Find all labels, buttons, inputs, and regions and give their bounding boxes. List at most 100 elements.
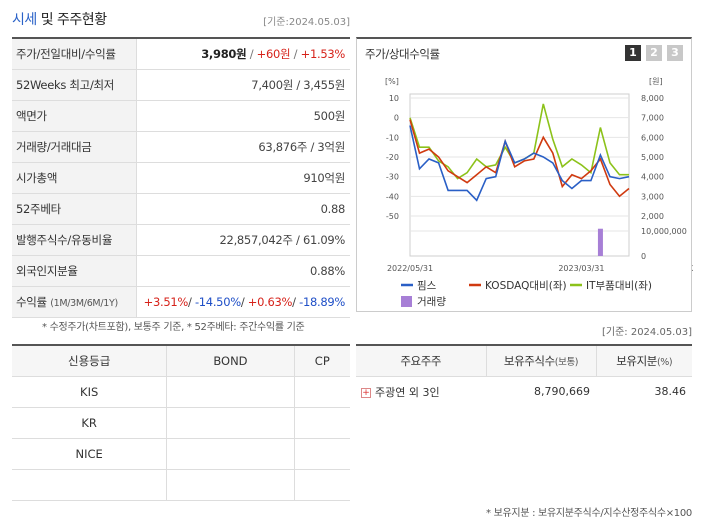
row-value: 0.88%: [136, 255, 350, 287]
major-shareholders-table: 주요주주 보유주식수(보통) 보유지분(%) + 주광연 외 3인 8,790,6…: [356, 344, 692, 525]
credit-rating-table: 신용등급 BOND CP KIS KR NICE: [12, 344, 350, 501]
left-tick-label: -40: [386, 192, 399, 201]
row-value: 7,400원 / 3,455원: [136, 69, 350, 101]
bond-rating: [166, 376, 295, 408]
table-row: 액면가 500원: [12, 100, 350, 132]
cp-rating: [293, 407, 350, 439]
expand-plus-icon[interactable]: +: [361, 387, 371, 398]
returns-value: +3.51%/ -14.50%/ +0.63%/ -18.89%: [136, 286, 350, 318]
table-row: KR: [12, 407, 350, 439]
rating-agency: KIS: [12, 376, 167, 408]
row-label: 외국인지분율: [12, 255, 137, 287]
title-rest: 및 주주현황: [40, 12, 107, 28]
rating-agency: [12, 469, 167, 501]
table-row: 52주베타 0.88: [12, 193, 350, 225]
table-row: 주가/전일대비/수익률 3,980원 / +60원 / +1.53%: [12, 38, 350, 70]
right-tick-label: 8,000: [641, 94, 664, 103]
section-title: 시세 및 주주현황: [12, 9, 107, 29]
left-tick-label: -20: [386, 153, 399, 162]
price-rate: +1.53%: [300, 46, 346, 61]
left-tick-label: -30: [386, 173, 399, 182]
series-line: [409, 125, 630, 202]
row-label: 52주베타: [12, 193, 137, 225]
current-price: 3,980원: [201, 46, 247, 61]
right-tick-label: 4,000: [641, 173, 664, 182]
right-tick-label: 2,000: [641, 212, 664, 221]
column-header: 주요주주: [356, 345, 486, 377]
row-label: 52Weeks 최고/최저: [12, 69, 137, 101]
row-value: 0.88: [136, 193, 350, 225]
table-header-row: 신용등급 BOND CP: [12, 345, 350, 377]
table-row: 수익률 (1M/3M/6M/1Y) +3.51%/ -14.50%/ +0.63…: [12, 286, 350, 318]
row-label: 거래량/거래대금: [12, 131, 137, 163]
holder-pct: 38.46: [654, 385, 687, 399]
right-axis-unit: [원]: [649, 77, 663, 86]
rating-agency: KR: [12, 407, 167, 439]
return-1m: +3.51%: [143, 294, 189, 309]
legend-label: IT부품대비(좌): [586, 280, 652, 292]
legend-label: 핌스: [417, 280, 437, 292]
holder-shares: 8,790,669: [534, 385, 590, 399]
basis-date-right: [기준: 2024.05.03]: [601, 327, 692, 338]
row-label: 수익률 (1M/3M/6M/1Y): [12, 286, 137, 318]
column-header: BOND: [166, 345, 295, 377]
chart-pager: 1 2 3: [625, 45, 683, 61]
table-row: 외국인지분율 0.88%: [12, 255, 350, 287]
row-label: 발행주식수/유동비율: [12, 224, 137, 256]
bond-rating: [166, 469, 295, 501]
chart-page-1-button[interactable]: 1: [625, 45, 641, 61]
x-tick-label: 2024/01/31: [692, 264, 693, 273]
cp-rating: [293, 438, 350, 470]
chart-page-2-button[interactable]: 2: [646, 45, 662, 61]
section-header: 시세 및 주주현황 [기준:2024.05.03]: [12, 8, 350, 30]
bond-rating: [166, 407, 295, 439]
row-label: 주가/전일대비/수익률: [12, 38, 137, 70]
left-tick-label: -10: [386, 133, 399, 142]
bond-rating: [166, 438, 295, 470]
cp-rating: [293, 469, 350, 501]
right-tick-label: 3,000: [641, 192, 664, 201]
row-value: 500원: [136, 100, 350, 132]
left-axis-unit: [%]: [385, 77, 399, 86]
table-row: + 주광연 외 3인 8,790,669 38.46: [356, 376, 692, 407]
market-info-table: 주가/전일대비/수익률 3,980원 / +60원 / +1.53% 52Wee…: [12, 37, 350, 318]
table-row: NICE: [12, 438, 350, 470]
row-value: 22,857,042주 / 61.09%: [136, 224, 350, 256]
row-label: 액면가: [12, 100, 137, 132]
return-3m: -14.50%: [194, 294, 241, 309]
price-chart: [%] [원] 10 0 -10 -20 -30 -40 -50 8,000 7,000 6,000 5…: [385, 77, 693, 308]
chart-panel: 주가/상대수익률 1 2 3 [%] [원] 10 0 -10 -20 -30 -40 -50 8…: [356, 37, 693, 312]
legend-label: 거래량: [417, 296, 446, 308]
left-tick-label: -50: [386, 212, 399, 221]
column-header: 보유지분(%): [595, 345, 692, 377]
right-tick-label: 7,000: [641, 114, 664, 123]
series-line: [409, 119, 630, 198]
rating-agency: NICE: [12, 438, 167, 470]
x-tick-label: 2022/05/31: [387, 264, 433, 273]
table-row: 거래량/거래대금 63,876주 / 3억원: [12, 131, 350, 163]
chart-page-3-button[interactable]: 3: [667, 45, 683, 61]
right-tick-label: 5,000: [641, 153, 664, 162]
column-header: CP: [293, 345, 350, 377]
volume-tick-label: 0: [641, 252, 646, 261]
x-tick-label: 2023/03/31: [558, 264, 604, 273]
table-row: KIS: [12, 376, 350, 408]
price-change: +60원: [256, 46, 291, 61]
table-row: 발행주식수/유동비율 22,857,042주 / 61.09%: [12, 224, 350, 256]
cp-rating: [293, 376, 350, 408]
returns-period: (1M/3M/6M/1Y): [50, 297, 118, 309]
price-value: 3,980원 / +60원 / +1.53%: [136, 38, 350, 70]
volume-bar: [597, 228, 603, 256]
holder-name-cell: + 주광연 외 3인: [356, 376, 486, 407]
footnote-left: * 수정주가(차트포함), 보통주 기준, * 52주베타: 주간수익률 기준: [42, 322, 305, 333]
row-value: 63,876주 / 3억원: [136, 131, 350, 163]
table-row: [356, 407, 692, 525]
column-header: 보유주식수(보통): [485, 345, 596, 377]
left-tick-label: 0: [394, 114, 399, 123]
table-row: [12, 469, 350, 501]
table-header-row: 주요주주 보유주식수(보통) 보유지분(%): [356, 345, 692, 377]
legend-label: KOSDAQ대비(좌): [485, 280, 567, 292]
right-tick-label: 6,000: [641, 133, 664, 142]
basis-date: [기준:2024.05.03]: [263, 17, 350, 28]
return-1y: -18.89%: [299, 294, 345, 309]
